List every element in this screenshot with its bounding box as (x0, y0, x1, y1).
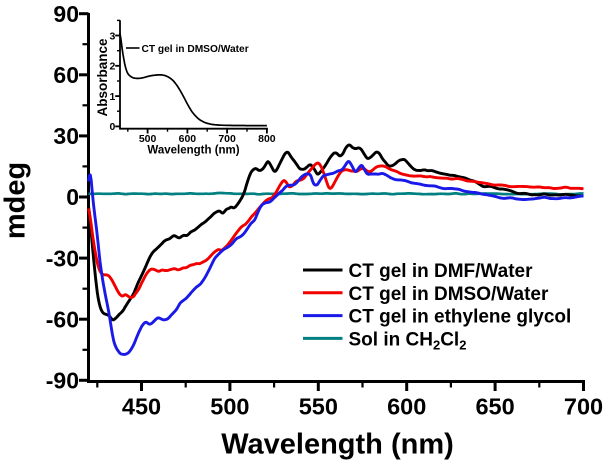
svg-text:1: 1 (109, 91, 115, 103)
svg-text:Absorbance: Absorbance (95, 38, 110, 117)
svg-text:550: 550 (299, 394, 338, 420)
svg-text:700: 700 (564, 394, 603, 420)
svg-text:60: 60 (53, 62, 79, 88)
svg-text:90: 90 (53, 1, 79, 27)
svg-text:0: 0 (66, 184, 79, 210)
svg-text:450: 450 (122, 394, 161, 420)
svg-text:CT gel in DMF/Water: CT gel in DMF/Water (349, 261, 534, 282)
svg-text:0: 0 (109, 121, 115, 133)
svg-text:800: 800 (258, 133, 276, 145)
svg-text:600: 600 (179, 133, 197, 145)
svg-text:CT gel in DMSO/Water: CT gel in DMSO/Water (349, 284, 549, 305)
svg-text:650: 650 (475, 394, 514, 420)
svg-text:CT gel in ethylene glycol: CT gel in ethylene glycol (349, 307, 572, 328)
svg-text:3: 3 (109, 30, 115, 42)
svg-text:600: 600 (387, 394, 426, 420)
svg-text:2: 2 (109, 61, 115, 73)
svg-text:-90: -90 (46, 368, 79, 394)
svg-text:30: 30 (53, 123, 79, 149)
svg-text:500: 500 (210, 394, 249, 420)
svg-text:-60: -60 (46, 306, 79, 332)
svg-text:CT gel in DMSO/Water: CT gel in DMSO/Water (142, 44, 249, 55)
svg-text:700: 700 (218, 133, 236, 145)
svg-text:mdeg: mdeg (0, 162, 32, 239)
svg-text:-30: -30 (46, 245, 79, 271)
svg-text:Sol in CH2Cl2: Sol in CH2Cl2 (349, 329, 467, 352)
svg-text:Wavelength (nm): Wavelength (nm) (147, 145, 239, 157)
svg-text:500: 500 (139, 133, 157, 145)
svg-text:Wavelength (nm): Wavelength (nm) (221, 429, 454, 461)
